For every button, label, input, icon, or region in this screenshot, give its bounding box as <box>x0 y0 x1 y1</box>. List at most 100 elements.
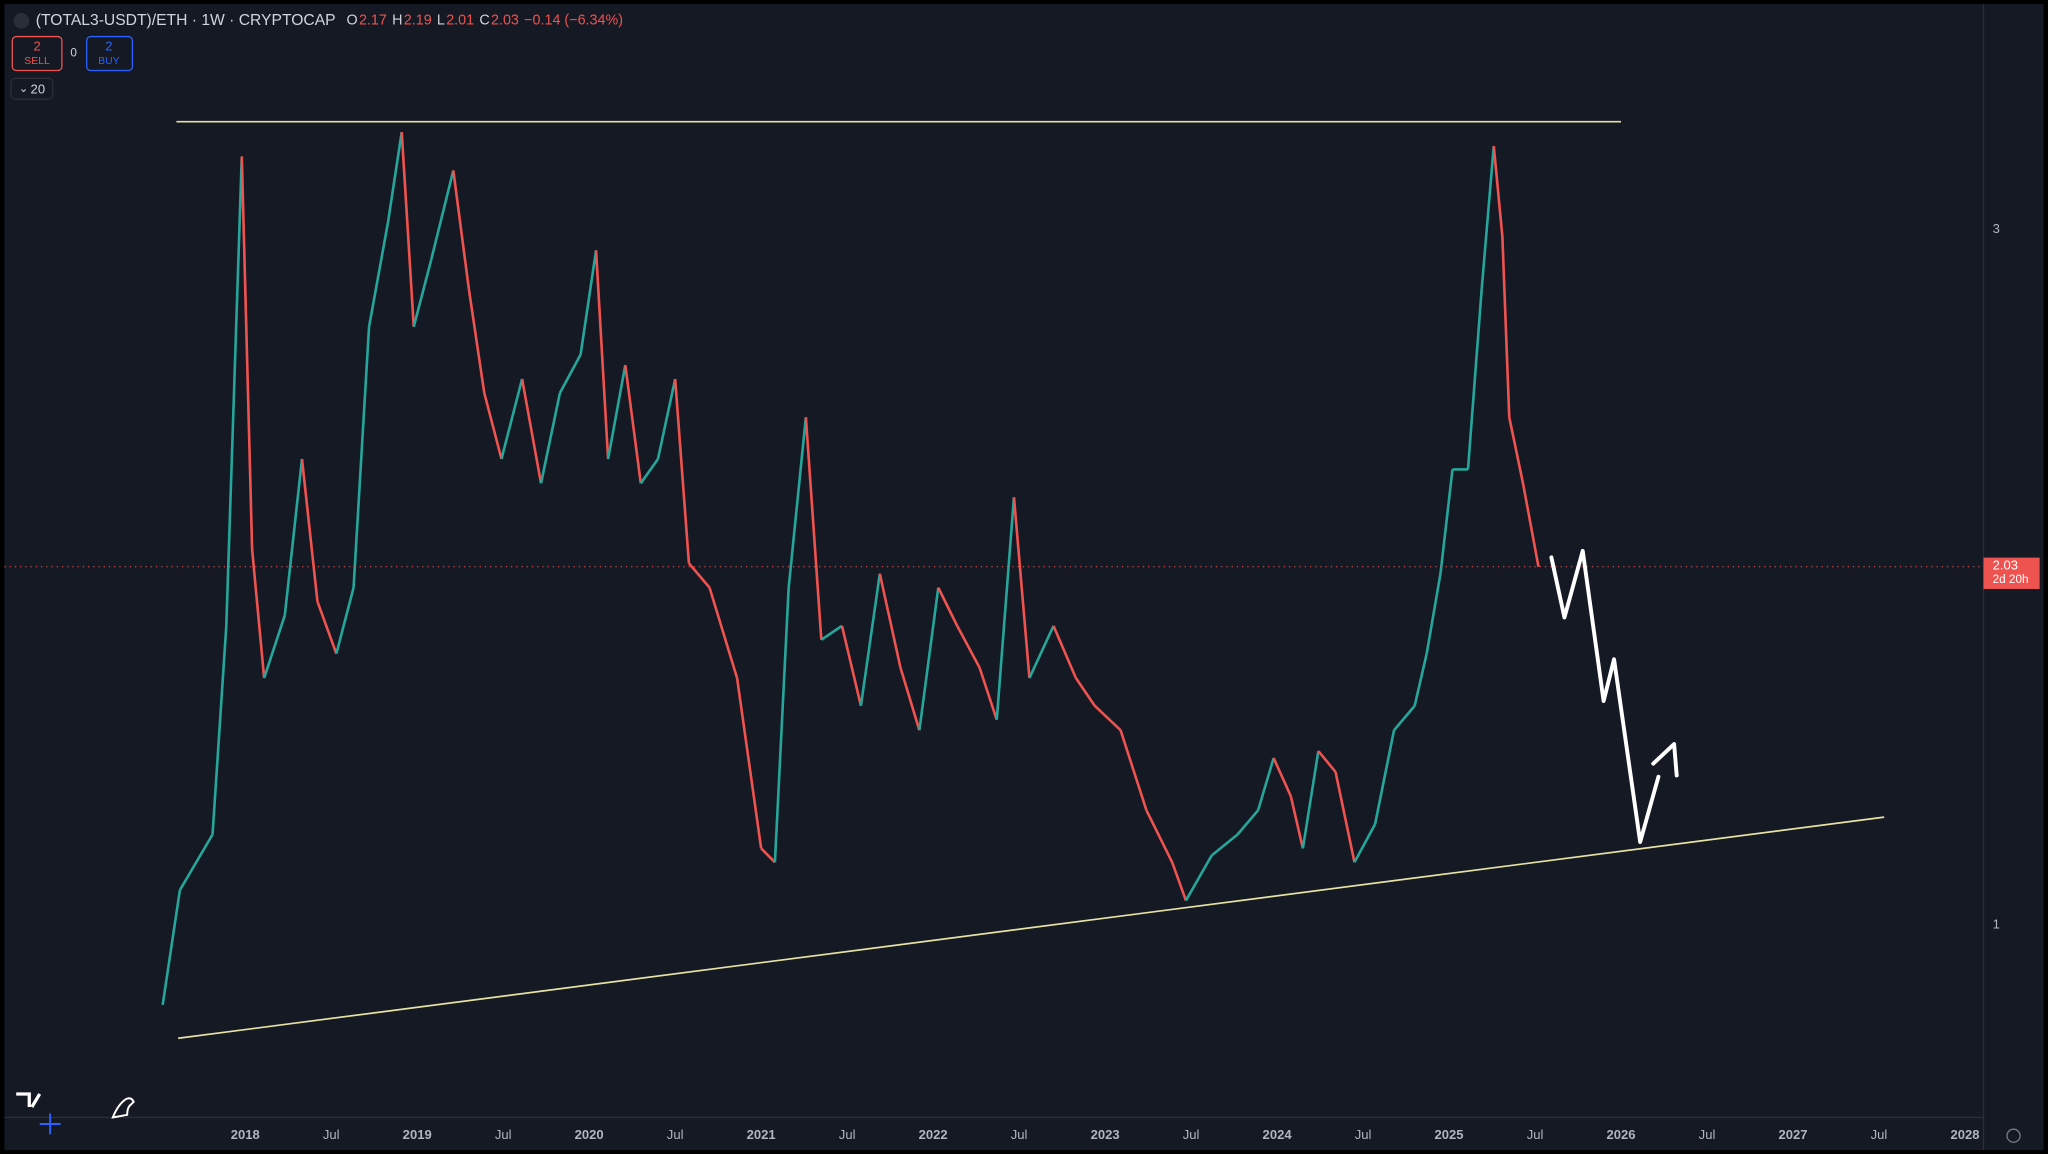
ohlc-value: 2.19 <box>404 13 432 29</box>
price-segment <box>1028 625 1055 679</box>
buy-button[interactable] <box>86 35 134 72</box>
x-tick-label: 2021 <box>747 1127 776 1142</box>
x-tick-label: 2025 <box>1435 1127 1464 1142</box>
price-segment <box>656 378 677 460</box>
price-segment <box>1289 795 1305 849</box>
price-segment <box>178 833 214 891</box>
ohlc-key: H <box>392 13 402 29</box>
price-segment <box>840 625 863 707</box>
price-segment <box>579 250 598 355</box>
price-segment <box>412 260 433 328</box>
settings-icon[interactable] <box>2006 1128 2021 1143</box>
price-segment <box>1052 625 1078 679</box>
price-segment <box>352 326 371 588</box>
price-segment <box>1317 750 1337 773</box>
price-segment <box>956 625 981 669</box>
price-segment <box>773 587 790 863</box>
x-tick-label: Jul <box>667 1127 684 1142</box>
price-segment <box>735 677 763 849</box>
price-segment <box>820 624 843 641</box>
price-segment <box>787 417 808 588</box>
price-segment <box>367 222 390 328</box>
price-segment <box>1170 861 1188 902</box>
background <box>4 3 2044 1151</box>
price-segment <box>639 458 660 485</box>
price-segment <box>1256 757 1275 811</box>
price-segment <box>539 392 562 484</box>
price-segment <box>429 170 455 262</box>
price-segment <box>1093 704 1122 732</box>
buy-count: 2 <box>105 38 112 53</box>
logo <box>16 1092 42 1108</box>
price-segment <box>1074 677 1096 707</box>
x-tick-label: 2024 <box>1263 1127 1293 1142</box>
price-segment <box>708 587 739 679</box>
price-segment <box>452 170 471 289</box>
x-tick-label: 2019 <box>403 1127 432 1142</box>
price-segment <box>386 131 404 223</box>
crosshair-icon[interactable] <box>39 1113 61 1135</box>
price-segment <box>804 417 823 640</box>
price-segment <box>899 667 921 731</box>
price-segment <box>225 156 244 626</box>
price-segment <box>262 615 287 679</box>
ohlc-key: L <box>437 13 445 29</box>
chevron: ⌄ <box>19 82 29 95</box>
price-segment <box>918 587 940 731</box>
price-segment <box>1334 771 1356 863</box>
x-tick-label: Jul <box>1355 1127 1372 1142</box>
indicators-toggle[interactable] <box>10 77 54 100</box>
x-tick-label: Jul <box>1183 1127 1200 1142</box>
price-segment <box>995 497 1016 720</box>
sell-button[interactable] <box>11 35 63 72</box>
price-segment <box>1521 483 1540 568</box>
ohlc-key: O <box>346 13 357 29</box>
price-segment <box>1210 833 1239 857</box>
ohlc-value: 2.17 <box>359 13 387 29</box>
x-tick-label: Jul <box>1527 1127 1544 1142</box>
price-segment <box>483 392 503 460</box>
price-segment <box>1492 145 1504 237</box>
price-segment <box>1184 854 1213 902</box>
price-segment <box>1301 750 1320 849</box>
symbol-icon <box>13 13 30 29</box>
sell-count: 2 <box>33 38 40 53</box>
ohlc-key: C <box>479 13 489 29</box>
ohlc-value: 2.03 <box>491 13 519 29</box>
x-tick-label: Jul <box>1871 1127 1888 1142</box>
x-tick-label: 2020 <box>575 1127 604 1142</box>
price-tag-value: 2.03 <box>1993 558 2018 573</box>
dino-icon <box>111 1097 135 1119</box>
countdown: 2d 20h <box>1993 573 2029 586</box>
sell-label: SELL <box>24 56 50 67</box>
x-tick-label: 2027 <box>1778 1127 1807 1142</box>
price-segment <box>1507 416 1525 484</box>
price-segment <box>1413 653 1428 707</box>
price-segment <box>673 378 691 564</box>
change: −0.14 (−6.34%) <box>524 13 623 29</box>
price-segment <box>467 288 486 394</box>
price-segment <box>161 889 182 1006</box>
x-tick-label: 2018 <box>231 1127 260 1142</box>
price-segment <box>335 587 355 655</box>
price-segment <box>250 549 266 679</box>
x-tick-label: Jul <box>1011 1127 1028 1142</box>
price-segment <box>978 667 999 721</box>
price-segment <box>594 250 610 460</box>
price-segment <box>623 364 643 484</box>
price-segment <box>937 587 959 627</box>
price-segment <box>211 625 228 835</box>
price-segment <box>1012 497 1031 679</box>
price-segment <box>1272 757 1293 797</box>
buy-label: BUY <box>98 56 119 67</box>
x-tick-label: Jul <box>839 1127 856 1142</box>
price-segment <box>1425 573 1442 654</box>
price-segment <box>316 601 338 655</box>
x-tick-label: 2026 <box>1607 1127 1636 1142</box>
ohlc-value: 2.01 <box>446 13 474 29</box>
price-segment <box>1145 809 1174 863</box>
x-tick-label: Jul <box>1699 1127 1716 1142</box>
price-segment <box>606 364 627 460</box>
